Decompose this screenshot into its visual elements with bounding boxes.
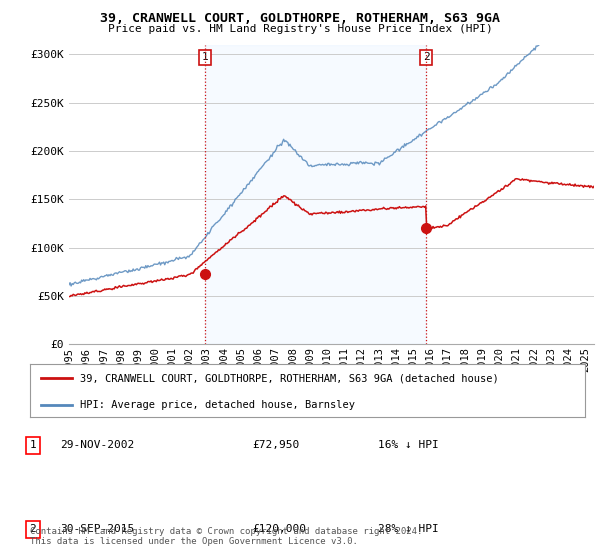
Text: Contains HM Land Registry data © Crown copyright and database right 2024.
This d: Contains HM Land Registry data © Crown c… xyxy=(30,526,422,546)
Text: 39, CRANWELL COURT, GOLDTHORPE, ROTHERHAM, S63 9GA (detached house): 39, CRANWELL COURT, GOLDTHORPE, ROTHERHA… xyxy=(80,374,499,384)
Text: 29-NOV-2002: 29-NOV-2002 xyxy=(60,440,134,450)
Text: HPI: Average price, detached house, Barnsley: HPI: Average price, detached house, Barn… xyxy=(80,400,355,410)
Text: 1: 1 xyxy=(202,52,209,62)
Text: 2: 2 xyxy=(29,524,37,534)
Bar xyxy=(205,45,426,344)
Text: 30-SEP-2015: 30-SEP-2015 xyxy=(60,524,134,534)
Text: Price paid vs. HM Land Registry's House Price Index (HPI): Price paid vs. HM Land Registry's House … xyxy=(107,24,493,34)
Text: 39, CRANWELL COURT, GOLDTHORPE, ROTHERHAM, S63 9GA: 39, CRANWELL COURT, GOLDTHORPE, ROTHERHA… xyxy=(100,12,500,25)
Text: 1: 1 xyxy=(29,440,37,450)
Text: 2: 2 xyxy=(423,52,430,62)
Text: 28% ↓ HPI: 28% ↓ HPI xyxy=(378,524,439,534)
Text: £72,950: £72,950 xyxy=(252,440,299,450)
Text: £120,000: £120,000 xyxy=(252,524,306,534)
Text: 16% ↓ HPI: 16% ↓ HPI xyxy=(378,440,439,450)
